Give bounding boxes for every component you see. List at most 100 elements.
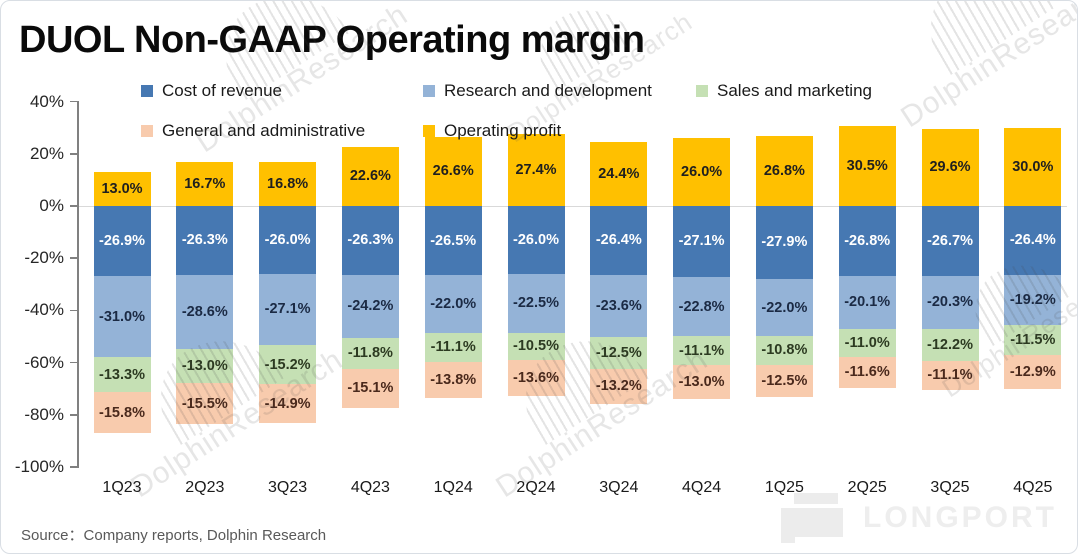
- bar-value-label: -20.1%: [844, 294, 891, 311]
- bar-value-label: -26.0%: [264, 231, 311, 248]
- y-axis-tick-label: 0%: [39, 196, 64, 215]
- bar-value-label: -22.8%: [678, 298, 725, 315]
- bar-segment-cost-of-revenue: [838, 206, 896, 276]
- bar-segment-research-and-development: [341, 274, 399, 338]
- bar-value-label: 27.4%: [515, 162, 557, 179]
- bar-value-label: -15.8%: [99, 404, 145, 421]
- bar-segment-sales-and-marketing: [1004, 325, 1062, 356]
- bar-value-label: 16.7%: [184, 176, 226, 193]
- bar-segment-research-and-development: [1004, 274, 1062, 326]
- y-axis-tick-label: 40%: [29, 91, 64, 111]
- legend-swatch-icon: [141, 125, 153, 137]
- bar-segment-operating-profit: [93, 172, 151, 206]
- x-axis-label: 4Q25: [1013, 479, 1053, 496]
- bar-segment-research-and-development: [424, 275, 482, 333]
- bar-segment-cost-of-revenue: [424, 206, 482, 276]
- bar-value-label: -22.0%: [761, 299, 808, 316]
- y-axis-tick-label: -20%: [24, 248, 64, 268]
- x-axis-label: 1Q24: [433, 479, 473, 496]
- bar-value-label: -26.7%: [927, 232, 973, 249]
- bar-segment-general-and-administrative: [424, 361, 482, 398]
- bar-segment-cost-of-revenue: [259, 206, 317, 274]
- bar-value-label: -11.8%: [347, 345, 393, 362]
- bar-segment-general-and-administrative: [507, 360, 565, 396]
- bar-segment-sales-and-marketing: [590, 336, 648, 370]
- bar-value-label: 26.8%: [763, 162, 805, 179]
- y-axis-tick: [70, 257, 77, 259]
- bar-value-label: -22.5%: [513, 295, 559, 312]
- bar-value-label: -26.9%: [99, 233, 145, 250]
- x-axis-label: 4Q23: [350, 479, 390, 496]
- chart-title: DUOL Non-GAAP Operating margin: [19, 19, 645, 61]
- bar-value-label: -15.2%: [264, 356, 311, 373]
- bar-value-label: -26.0%: [513, 231, 559, 248]
- y-axis-tick: [70, 205, 77, 207]
- bar-segment-sales-and-marketing: [176, 349, 234, 384]
- longport-icon: [781, 493, 843, 543]
- y-axis-tick: [70, 153, 77, 155]
- bar-value-label: -13.6%: [513, 369, 559, 386]
- bar-value-label: -10.5%: [513, 338, 559, 355]
- zero-gridline: [78, 205, 1067, 207]
- bar-value-label: 26.6%: [432, 163, 474, 180]
- legend-label: Cost of revenue: [162, 81, 283, 100]
- x-axis-label: 3Q24: [599, 479, 639, 496]
- bar-segment-cost-of-revenue: [755, 206, 813, 279]
- bar-segment-operating-profit: [673, 138, 731, 206]
- bar-value-label: -13.2%: [595, 378, 642, 395]
- bar-value-label: -15.1%: [347, 380, 394, 397]
- bar-segment-cost-of-revenue: [921, 206, 979, 276]
- y-axis-tick-label: -100%: [14, 457, 64, 477]
- bar-segment-operating-profit: [507, 134, 565, 206]
- bar-value-label: 16.8%: [267, 176, 309, 193]
- legend-label: Operating profit: [444, 121, 562, 140]
- bar-value-label: -12.5%: [761, 372, 808, 389]
- bar-segment-general-and-administrative: [673, 365, 731, 400]
- bar-segment-sales-and-marketing: [838, 328, 896, 358]
- bar-value-label: -15.5%: [181, 395, 228, 412]
- bar-segment-research-and-development: [755, 278, 813, 337]
- legend-label: Sales and marketing: [717, 81, 872, 100]
- bar-segment-cost-of-revenue: [673, 206, 731, 277]
- x-axis-label: 3Q23: [268, 479, 308, 496]
- bar-segment-general-and-administrative: [755, 364, 813, 398]
- x-axis-label: 1Q25: [764, 479, 804, 496]
- legend-swatch-icon: [423, 125, 435, 137]
- bar-segment-sales-and-marketing: [921, 328, 979, 361]
- bar-value-label: -13.0%: [678, 374, 725, 391]
- bar-segment-cost-of-revenue: [590, 206, 648, 275]
- bar-segment-cost-of-revenue: [93, 206, 151, 277]
- x-axis-label: 3Q25: [930, 479, 970, 496]
- bar-value-label: -11.6%: [844, 364, 890, 381]
- bar-value-label: 29.6%: [929, 159, 971, 176]
- bar-segment-general-and-administrative: [1004, 355, 1062, 389]
- bar-value-label: -13.0%: [181, 358, 228, 375]
- bar-segment-research-and-development: [93, 276, 151, 358]
- bar-value-label: -12.9%: [1009, 363, 1056, 380]
- bar-segment-operating-profit: [424, 136, 482, 206]
- bar-segment-research-and-development: [673, 276, 731, 337]
- bar-segment-operating-profit: [1004, 127, 1062, 206]
- bar-value-label: 24.4%: [598, 166, 640, 183]
- legend-label: General and administrative: [162, 121, 366, 140]
- bar-value-label: -11.0%: [844, 334, 890, 351]
- bar-segment-general-and-administrative: [590, 369, 648, 404]
- bar-segment-research-and-development: [176, 274, 234, 350]
- x-axis-label: 2Q24: [516, 479, 556, 496]
- bar-segment-cost-of-revenue: [1004, 206, 1062, 275]
- bar-value-label: 13.0%: [101, 181, 143, 198]
- legend-item-cost-of-revenue: Cost of revenue: [141, 81, 282, 101]
- bar-value-label: -26.3%: [347, 232, 394, 249]
- legend-item-operating-profit: Operating profit: [423, 121, 561, 141]
- longport-text: LONGPORT: [863, 501, 1057, 534]
- bar-segment-sales-and-marketing: [93, 357, 151, 392]
- legend-item-sales-and-marketing: Sales and marketing: [696, 81, 872, 101]
- bar-value-label: -26.5%: [430, 232, 477, 249]
- bar-segment-operating-profit: [590, 142, 648, 206]
- x-axis-label: 4Q24: [682, 479, 722, 496]
- bar-value-label: -11.1%: [927, 367, 973, 384]
- y-axis-tick-label: -40%: [24, 300, 64, 320]
- bar-segment-general-and-administrative: [341, 368, 399, 409]
- bar-segment-sales-and-marketing: [507, 332, 565, 361]
